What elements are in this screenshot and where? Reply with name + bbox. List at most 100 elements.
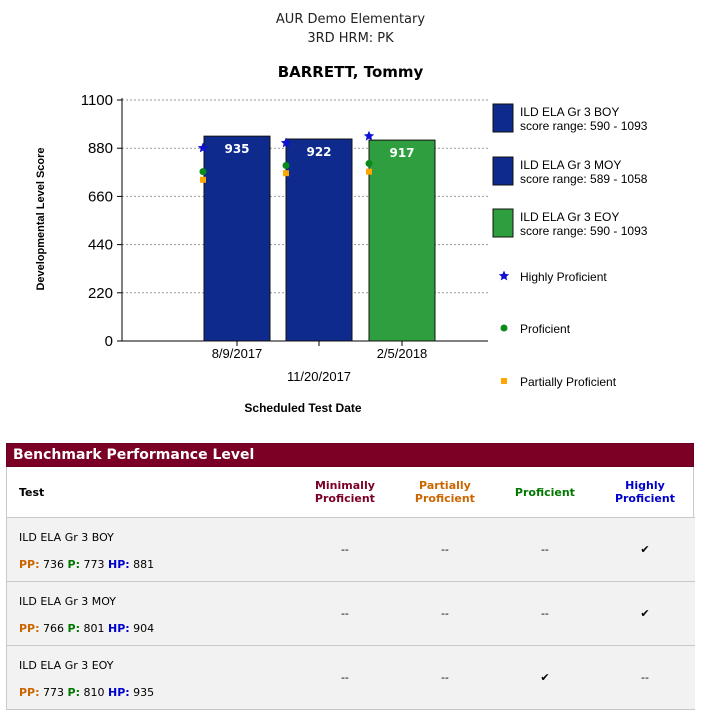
test-cell: ILD ELA Gr 3 MOY PP: 766 P: 801 HP: 904: [7, 581, 295, 646]
test-cell: ILD ELA Gr 3 EOY PP: 773 P: 810 HP: 935: [7, 645, 295, 710]
proficient-cell: ✔: [494, 645, 595, 710]
hp-value: 881: [133, 557, 155, 571]
pp-value: 773: [43, 685, 65, 699]
col-partially-line2: Proficient: [414, 492, 475, 505]
minimally-cell: --: [294, 581, 395, 646]
x-tick-label: 11/20/2017: [287, 369, 351, 384]
p-label: P:: [67, 557, 80, 571]
hp-value: 904: [133, 621, 155, 635]
table-row: ILD ELA Gr 3 MOY PP: 766 P: 801 HP: 904 …: [7, 581, 695, 646]
x-axis-title: Scheduled Test Date: [244, 401, 361, 415]
partially-proficient-marker: [366, 168, 372, 175]
hp-value: 935: [133, 685, 155, 699]
class-name: 3RD HRM: PK: [307, 31, 394, 46]
bar-value-label: 935: [224, 142, 249, 156]
y-tick-label: 220: [88, 285, 113, 302]
p-value: 801: [83, 621, 105, 635]
col-minimally-proficient: Minimally Proficient: [294, 467, 395, 518]
col-minimally-line1: Minimally: [314, 479, 375, 492]
bar: [368, 139, 436, 342]
legend-partially-proficient-icon: [501, 378, 507, 384]
test-name: ILD ELA Gr 3 MOY: [19, 594, 116, 608]
legend-marker-label: Proficient: [520, 322, 571, 336]
legend-swatch: [492, 208, 514, 238]
col-partially-proficient: Partially Proficient: [394, 467, 495, 518]
legend-swatch: [492, 103, 514, 133]
y-tick-label: 440: [88, 237, 113, 254]
highly-proficient-marker: [363, 130, 375, 141]
col-highly-line2: Proficient: [614, 492, 675, 505]
bar-value-label: 922: [306, 145, 331, 159]
hp-label: HP:: [108, 621, 130, 635]
partially-cell: --: [394, 517, 495, 582]
pp-label: PP:: [19, 621, 40, 635]
score-ranges: PP: 766 P: 801 HP: 904: [19, 622, 294, 635]
highly-proficient-marker: [197, 142, 209, 153]
highly-cell: ✔: [594, 581, 695, 646]
col-partially-line1: Partially: [419, 479, 471, 492]
proficient-marker: [282, 162, 290, 170]
col-highly-line1: Highly: [625, 479, 665, 492]
benchmark-table: Test Minimally Proficient Partially Prof…: [7, 467, 695, 710]
pp-value: 766: [43, 621, 65, 635]
col-proficient: Proficient: [494, 467, 595, 518]
hp-label: HP:: [108, 557, 130, 571]
p-value: 810: [83, 685, 105, 699]
col-highly-proficient: Highly Proficient: [594, 467, 695, 518]
proficient-marker: [199, 168, 207, 176]
p-label: P:: [67, 621, 80, 635]
y-tick-label: 1100: [81, 92, 113, 109]
col-test: Test: [7, 467, 295, 518]
legend-series-range: score range: 589 - 1058: [520, 172, 648, 186]
x-tick-label: 8/9/2017: [212, 346, 263, 361]
legend-series-range: score range: 590 - 1093: [520, 224, 648, 238]
legend-marker-label: Partially Proficient: [520, 375, 617, 389]
pp-label: PP:: [19, 557, 40, 571]
table-header-row: Test Minimally Proficient Partially Prof…: [7, 467, 695, 518]
legend-series-name: ILD ELA Gr 3 EOY: [520, 210, 619, 224]
score-ranges: PP: 773 P: 810 HP: 935: [19, 686, 294, 699]
pp-value: 736: [43, 557, 65, 571]
pp-label: PP:: [19, 685, 40, 699]
proficient-cell: --: [494, 581, 595, 646]
score-chart: 0 220 440 660 880 1100 935 922 917 8/9/2017 11/20/…: [35, 92, 648, 415]
test-cell: ILD ELA Gr 3 BOY PP: 736 P: 773 HP: 881: [7, 517, 295, 582]
highly-proficient-marker: [280, 137, 292, 148]
p-label: P:: [67, 685, 80, 699]
proficient-cell: --: [494, 517, 595, 582]
proficient-marker: [365, 160, 373, 168]
school-name: AUR Demo Elementary: [275, 12, 426, 27]
benchmark-panel: Benchmark Performance Level Test Minimal…: [6, 443, 695, 710]
legend-highly-proficient-icon: [498, 270, 510, 281]
partially-proficient-marker: [200, 176, 206, 183]
bar: [203, 135, 271, 342]
y-tick-label: 660: [88, 188, 113, 205]
x-tick-label: 2/5/2018: [377, 346, 428, 361]
bar: [285, 138, 353, 342]
p-value: 773: [83, 557, 105, 571]
y-axis-title: Developmental Level Score: [35, 147, 47, 290]
score-ranges: PP: 736 P: 773 HP: 881: [19, 558, 294, 571]
legend-marker-label: Highly Proficient: [520, 270, 607, 284]
test-name: ILD ELA Gr 3 EOY: [19, 658, 114, 672]
minimally-cell: --: [294, 645, 395, 710]
highly-cell: ✔: [594, 517, 695, 582]
table-row: ILD ELA Gr 3 BOY PP: 736 P: 773 HP: 881 …: [7, 517, 695, 582]
student-name: BARRETT, Tommy: [277, 63, 424, 81]
legend-series-name: ILD ELA Gr 3 BOY: [520, 105, 619, 119]
highly-cell: --: [594, 645, 695, 710]
minimally-cell: --: [294, 517, 395, 582]
col-minimally-line2: Proficient: [314, 492, 375, 505]
bar-value-label: 917: [389, 146, 414, 160]
legend-proficient-icon: [500, 324, 508, 332]
legend-swatch: [492, 156, 514, 186]
legend-series-name: ILD ELA Gr 3 MOY: [520, 158, 621, 172]
partially-cell: --: [394, 581, 495, 646]
legend-series-range: score range: 590 - 1093: [520, 119, 648, 133]
table-row: ILD ELA Gr 3 EOY PP: 773 P: 810 HP: 935 …: [7, 645, 695, 710]
benchmark-title: Benchmark Performance Level: [6, 443, 694, 467]
test-name: ILD ELA Gr 3 BOY: [19, 530, 114, 544]
partially-proficient-marker: [283, 170, 289, 177]
y-tick-label: 880: [88, 140, 113, 157]
hp-label: HP:: [108, 685, 130, 699]
